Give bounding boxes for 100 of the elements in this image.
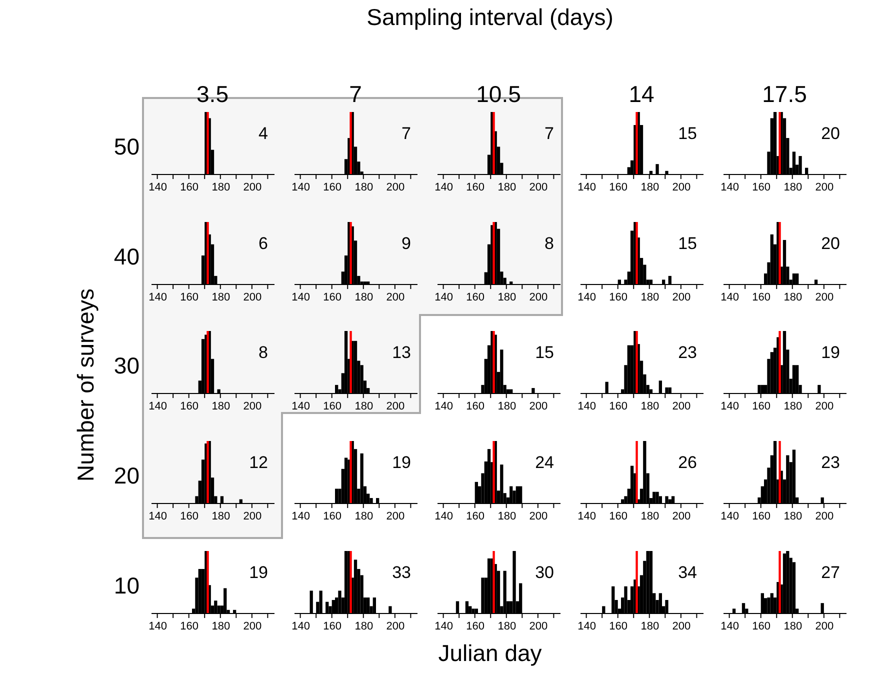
x-tick-label: 180 — [498, 400, 516, 413]
x-tick-label: 180 — [212, 291, 230, 304]
x-tick-label: 140 — [720, 400, 739, 413]
x-tick-label: 160 — [752, 620, 771, 632]
x-tick-label: 200 — [815, 620, 834, 632]
annotation: 19 — [249, 562, 268, 582]
x-tick-label: 140 — [148, 400, 167, 413]
x-tick-label: 140 — [148, 291, 167, 304]
annotation: 23 — [678, 343, 697, 362]
x-tick-label: 200 — [243, 291, 262, 304]
annotation: 8 — [544, 234, 554, 253]
x-tick-label: 180 — [498, 510, 516, 523]
annotation: 13 — [392, 343, 411, 362]
x-tick-label: 180 — [212, 400, 230, 413]
x-tick-label: 140 — [434, 620, 453, 632]
x-tick-label: 200 — [529, 620, 548, 632]
x-tick-label: 180 — [354, 510, 374, 523]
x-tick-label: 160 — [466, 620, 485, 632]
x-tick-label: 180 — [784, 620, 802, 632]
annotation: 26 — [678, 453, 697, 472]
x-tick-label: 160 — [180, 620, 199, 632]
x-tick-label: 160 — [466, 510, 485, 523]
x-tick-label: 200 — [386, 291, 405, 304]
x-tick-label: 180 — [498, 291, 516, 304]
x-tick-label: 200 — [529, 291, 548, 304]
x-tick-label: 200 — [815, 182, 834, 194]
x-tick-label: 140 — [578, 291, 596, 304]
x-tick-label: 140 — [292, 182, 310, 194]
x-tick-label: 180 — [784, 182, 802, 194]
x-tick-label: 200 — [815, 510, 834, 523]
x-tick-label: 160 — [323, 620, 342, 632]
x-tick-label: 200 — [672, 620, 691, 632]
annotation: 27 — [821, 562, 840, 582]
annotation: 34 — [678, 562, 697, 582]
annotation: 20 — [821, 234, 840, 253]
x-tick-label: 200 — [672, 182, 691, 194]
annotation: 33 — [392, 562, 411, 582]
x-tick-label: 160 — [323, 291, 342, 304]
x-tick-label: 200 — [243, 620, 262, 632]
x-tick-label: 140 — [292, 620, 310, 632]
x-tick-label: 180 — [640, 510, 660, 523]
x-tick-label: 140 — [434, 291, 453, 304]
x-tick-label: 200 — [386, 620, 405, 632]
annotation: 19 — [821, 343, 840, 362]
x-tick-label: 160 — [752, 400, 771, 413]
x-tick-label: 140 — [434, 182, 453, 194]
x-tick-label: 160 — [609, 182, 628, 194]
x-tick-label: 140 — [148, 620, 167, 632]
x-tick-label: 140 — [434, 510, 453, 523]
x-tick-label: 160 — [180, 510, 199, 523]
x-tick-label: 200 — [243, 510, 262, 523]
x-tick-label: 140 — [720, 182, 739, 194]
annotation: 12 — [249, 453, 268, 472]
x-tick-label: 200 — [815, 291, 834, 304]
x-tick-label: 180 — [498, 620, 516, 632]
annotation: 6 — [258, 234, 268, 253]
text: Number of surveys — [72, 288, 100, 482]
annotation: 8 — [258, 343, 268, 362]
x-tick-label: 180 — [354, 291, 374, 304]
x-tick-label: 160 — [323, 510, 342, 523]
x-tick-label: 180 — [640, 291, 660, 304]
y-axis-title: 10 — [114, 572, 140, 598]
x-tick-label: 200 — [386, 182, 405, 194]
annotation: 15 — [678, 234, 697, 253]
x-tick-label: 160 — [752, 291, 771, 304]
x-tick-label: 160 — [609, 510, 628, 523]
x-tick-label: 200 — [243, 182, 262, 194]
x-tick-label: 200 — [529, 400, 548, 413]
x-tick-label: 140 — [720, 620, 739, 632]
x-tick-label: 200 — [243, 400, 262, 413]
x-tick-label: 200 — [672, 510, 691, 523]
x-tick-label: 180 — [640, 620, 660, 632]
x-tick-label: 160 — [466, 400, 485, 413]
x-tick-label: 160 — [609, 291, 628, 304]
x-tick-label: 200 — [672, 291, 691, 304]
x-tick-label: 140 — [148, 182, 167, 194]
x-tick-label: 160 — [466, 182, 485, 194]
x-tick-label: 200 — [386, 510, 405, 523]
x-tick-label: 180 — [212, 182, 230, 194]
chart-title: 14 — [628, 80, 654, 107]
x-tick-label: 160 — [609, 400, 628, 413]
text: Sampling interval (days) — [366, 4, 614, 31]
chart-title: 3.5 — [196, 80, 228, 107]
x-tick-label: 140 — [292, 400, 310, 413]
x-tick-label: 200 — [815, 400, 834, 413]
x-tick-label: 180 — [784, 400, 802, 413]
x-tick-label: 160 — [180, 182, 199, 194]
x-tick-label: 180 — [784, 510, 802, 523]
x-tick-label: 140 — [578, 400, 596, 413]
x-tick-label: 180 — [212, 620, 230, 632]
x-tick-label: 140 — [292, 510, 310, 523]
x-tick-label: 140 — [148, 510, 167, 523]
x-tick-label: 180 — [640, 182, 660, 194]
annotation: 15 — [678, 124, 697, 143]
text: 7 — [402, 124, 411, 143]
annotation: 9 — [402, 234, 411, 253]
chart-title: 17.5 — [762, 80, 807, 107]
annotation: 20 — [821, 124, 840, 143]
x-tick-label: 160 — [323, 400, 342, 413]
text: Julian day — [438, 640, 542, 667]
